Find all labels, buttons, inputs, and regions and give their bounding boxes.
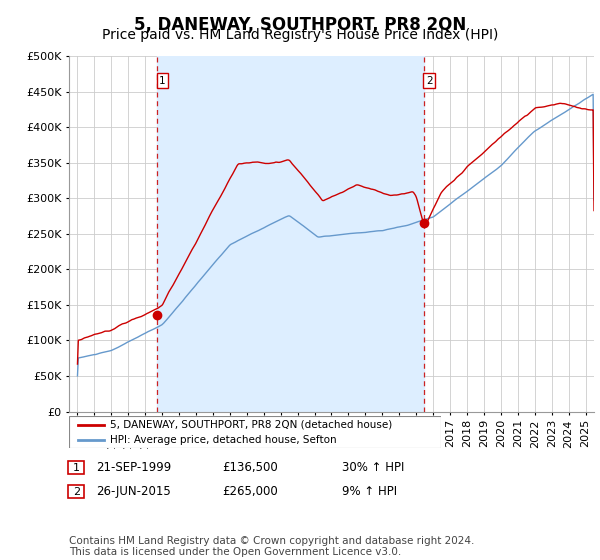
Text: 5, DANEWAY, SOUTHPORT, PR8 2QN (detached house): 5, DANEWAY, SOUTHPORT, PR8 2QN (detached… — [110, 419, 392, 430]
Text: 30% ↑ HPI: 30% ↑ HPI — [342, 461, 404, 474]
Text: 26-JUN-2015: 26-JUN-2015 — [96, 485, 171, 498]
Text: 21-SEP-1999: 21-SEP-1999 — [96, 461, 171, 474]
Text: 2: 2 — [73, 487, 80, 497]
Text: HPI: Average price, detached house, Sefton: HPI: Average price, detached house, Seft… — [110, 435, 337, 445]
FancyBboxPatch shape — [68, 485, 85, 498]
FancyBboxPatch shape — [68, 461, 85, 474]
Text: Contains HM Land Registry data © Crown copyright and database right 2024.
This d: Contains HM Land Registry data © Crown c… — [69, 535, 475, 557]
Text: Price paid vs. HM Land Registry's House Price Index (HPI): Price paid vs. HM Land Registry's House … — [102, 28, 498, 42]
FancyBboxPatch shape — [69, 416, 441, 448]
Bar — [157, 56, 424, 412]
Text: 9% ↑ HPI: 9% ↑ HPI — [342, 485, 397, 498]
Text: 5, DANEWAY, SOUTHPORT, PR8 2QN: 5, DANEWAY, SOUTHPORT, PR8 2QN — [134, 16, 466, 34]
Text: £136,500: £136,500 — [222, 461, 278, 474]
Text: 1: 1 — [159, 76, 166, 86]
Text: 1: 1 — [73, 463, 80, 473]
Text: £265,000: £265,000 — [222, 485, 278, 498]
Text: 2: 2 — [426, 76, 433, 86]
